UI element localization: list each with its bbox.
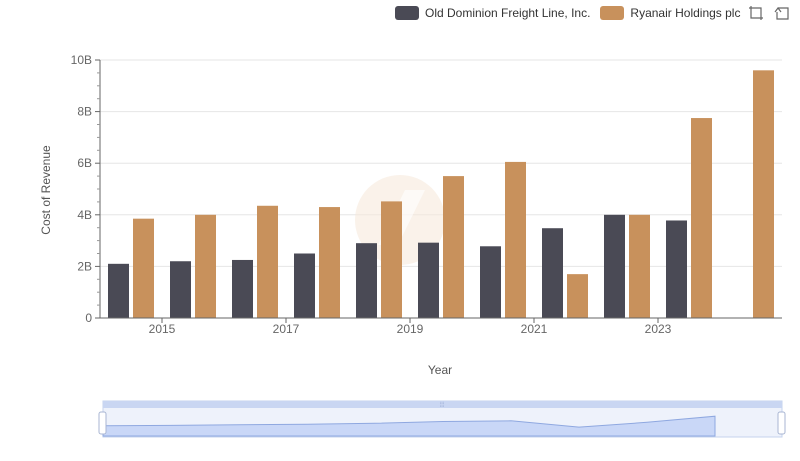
y-tick-label: 0 [85,311,92,325]
bar-old-dominion-2017[interactable] [294,253,315,319]
bar-old-dominion-2018[interactable] [356,243,377,318]
x-axis-label: Year [428,363,452,377]
y-tick-label: 6B [77,156,92,170]
legend-item-old-dominion[interactable]: Old Dominion Freight Line, Inc. [395,6,590,20]
y-axis-ticks: 0 2B 4B 6B 8B 10B [71,53,100,325]
bar-old-dominion-2015[interactable] [170,261,191,318]
toolbox [748,5,790,21]
zoom-left-handle[interactable] [98,411,107,435]
bar-old-dominion-2019[interactable] [418,242,439,318]
y-tick-label: 2B [77,259,92,273]
bar-ryanair-2023[interactable] [691,118,712,318]
zoom-right-handle[interactable] [777,411,786,435]
bar-ryanair-2020[interactable] [505,161,526,318]
x-tick-label: 2019 [397,322,424,336]
data-zoom-slider[interactable]: ⦙⦙⦙ [98,400,786,438]
x-tick-label: 2023 [645,322,672,336]
bar-old-dominion-2023[interactable] [666,220,687,318]
bar-ryanair-2018[interactable] [381,201,402,318]
bar-ryanair-2017[interactable] [319,207,340,318]
zoom-icon[interactable] [748,5,764,21]
legend-item-ryanair[interactable]: Ryanair Holdings plc [600,6,740,20]
x-tick-label: 2017 [273,322,300,336]
x-tick-label: 2015 [149,322,176,336]
x-axis-ticks: 2015 2017 2019 2021 2023 [149,318,672,336]
bar-ryanair-2016[interactable] [257,205,278,318]
bar-old-dominion-2020[interactable] [480,246,501,318]
bars-group [108,70,774,318]
restore-icon[interactable] [774,5,790,21]
y-tick-label: 8B [77,105,92,119]
y-axis-label: Cost of Revenue [39,145,53,235]
bar-ryanair-2014[interactable] [133,218,154,318]
legend-label-old-dominion: Old Dominion Freight Line, Inc. [425,6,591,20]
legend-swatch-old-dominion [395,6,419,20]
bar-old-dominion-2021[interactable] [542,228,563,318]
zoom-grip-icon[interactable]: ⦙⦙⦙ [440,401,445,409]
x-tick-label: 2021 [521,322,548,336]
legend: Old Dominion Freight Line, Inc. Ryanair … [395,4,740,22]
zoom-preview-area [102,415,716,437]
bar-ryanair-2021[interactable] [567,274,588,318]
bar-old-dominion-2022[interactable] [604,214,625,318]
bar-ryanair-2022[interactable] [629,214,650,318]
bar-old-dominion-2014[interactable] [108,263,129,318]
bar-ryanair-2024[interactable] [753,70,774,318]
legend-label-ryanair: Ryanair Holdings plc [630,6,741,20]
legend-swatch-ryanair [600,6,625,20]
y-tick-label: 4B [77,208,92,222]
bar-ryanair-2015[interactable] [195,214,216,318]
bar-ryanair-2019[interactable] [443,176,464,318]
bar-old-dominion-2016[interactable] [232,259,253,318]
y-tick-label: 10B [71,53,92,67]
zoom-top-bar[interactable] [103,401,782,408]
